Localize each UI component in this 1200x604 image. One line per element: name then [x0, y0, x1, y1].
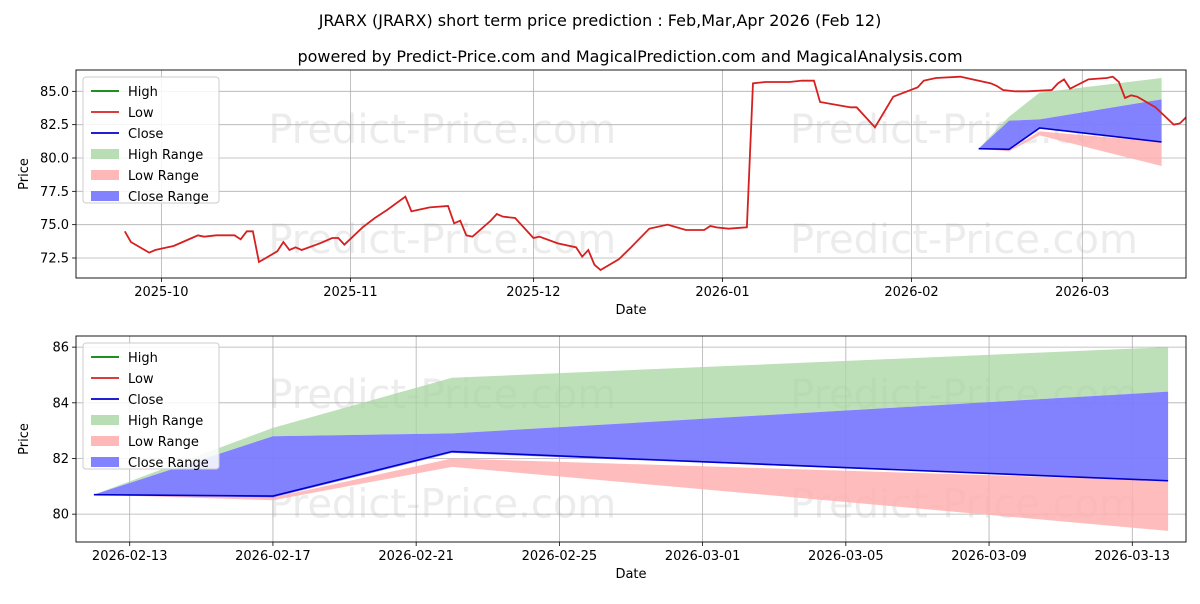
bottom-panel: Predict-Price.comPredict-Price.comPredic…	[17, 335, 1187, 582]
y-axis-label: Price	[17, 423, 32, 455]
legend-swatch	[91, 191, 119, 201]
close-forecast-line	[978, 127, 1162, 151]
legend-label: Low Range	[128, 435, 199, 450]
legend-label: Low Range	[128, 169, 199, 184]
y-tick-label: 85.0	[40, 85, 69, 100]
x-tick-label: 2025-12	[506, 285, 560, 300]
legend-swatch	[91, 170, 119, 180]
x-tick-label: 2026-03-09	[951, 549, 1027, 564]
chart-title: JRARX (JRARX) short term price predictio…	[318, 11, 882, 30]
y-axis-label: Price	[17, 158, 32, 190]
legend-swatch	[91, 436, 119, 446]
x-tick-label: 2026-03-05	[808, 549, 884, 564]
y-tick-label: 84	[52, 396, 69, 411]
y-tick-label: 72.5	[40, 252, 69, 267]
y-tick-label: 75.0	[40, 218, 69, 233]
legend-label: High	[128, 351, 158, 366]
legend-label: High Range	[128, 148, 203, 163]
x-axis-label: Date	[615, 303, 646, 318]
y-tick-label: 80.0	[40, 152, 69, 167]
legend-label: High	[128, 85, 158, 100]
high-range-band	[93, 347, 1169, 495]
low-range-band	[978, 131, 1162, 166]
x-axis-label: Date	[615, 567, 646, 582]
plot-area	[124, 75, 1186, 272]
top-panel: Predict-Price.com Predict-Price.com Predic…	[17, 69, 1187, 318]
legend-label: Low	[128, 106, 154, 121]
y-tick-label: 86	[52, 341, 69, 356]
close-range-band	[978, 99, 1162, 150]
legend-swatch	[91, 457, 119, 467]
watermark-text: Predict-Price.com	[790, 217, 1138, 263]
x-tick-label: 2026-03	[1055, 285, 1109, 300]
x-tick-label: 2026-02-17	[235, 549, 311, 564]
legend-label: Close	[128, 393, 163, 408]
x-tick-label: 2026-02-21	[378, 549, 454, 564]
legend-label: Close Range	[128, 456, 209, 471]
low-range-band	[93, 458, 1169, 531]
legend-swatch	[91, 415, 119, 425]
x-tick-label: 2026-01	[695, 285, 749, 300]
y-tick-label: 82	[52, 452, 69, 467]
chart-subtitle: powered by Predict-Price.com and Magical…	[297, 47, 962, 66]
low-series-line	[124, 75, 1186, 272]
x-tick-label: 2025-11	[323, 285, 377, 300]
y-tick-label: 82.5	[40, 118, 69, 133]
legend-label: High Range	[128, 414, 203, 429]
axes-frame	[75, 69, 1187, 279]
x-tick-label: 2026-02-13	[92, 549, 168, 564]
legend-label: Low	[128, 372, 154, 387]
close-forecast-line	[93, 450, 1169, 497]
axes-frame	[75, 335, 1187, 543]
legend-label: Close	[128, 127, 163, 142]
x-tick-label: 2026-03-13	[1095, 549, 1171, 564]
x-tick-label: 2025-10	[134, 285, 188, 300]
plot-area	[93, 347, 1169, 531]
x-tick-label: 2026-02-25	[522, 549, 598, 564]
watermark-text: Predict-Price.com	[268, 107, 616, 153]
y-tick-label: 80	[52, 508, 69, 523]
watermark-text: Predict-Price.com	[268, 217, 616, 263]
close-range-band	[93, 391, 1169, 498]
x-tick-label: 2026-02	[884, 285, 938, 300]
high-range-band	[978, 78, 1162, 149]
legend-label: Close Range	[128, 190, 209, 205]
legend-swatch	[91, 149, 119, 159]
y-tick-label: 77.5	[40, 185, 69, 200]
x-tick-label: 2026-03-01	[665, 549, 741, 564]
